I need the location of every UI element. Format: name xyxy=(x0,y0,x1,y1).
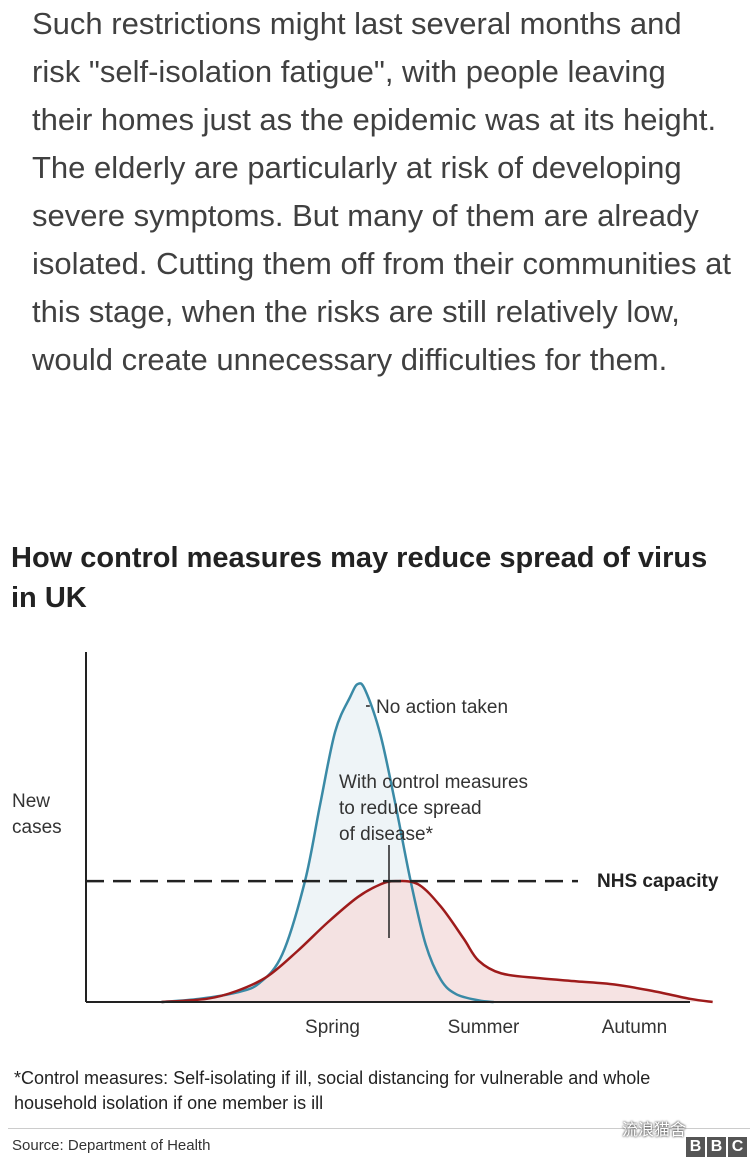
chart-source: Source: Department of Health xyxy=(12,1137,211,1154)
x-tick-label: Summer xyxy=(448,1017,520,1038)
series-area-1 xyxy=(161,881,713,1002)
annotation-control-measures-line: With control measures xyxy=(339,772,528,793)
y-axis-label-line: New xyxy=(12,791,50,812)
divider xyxy=(8,1128,750,1129)
chart-svg: New cases NHS capacity No action taken With … xyxy=(12,652,719,1038)
y-axis-label-line: cases xyxy=(12,817,62,838)
bbc-logo-letter: C xyxy=(728,1137,747,1157)
annotation-control-measures-line: of disease* xyxy=(339,824,434,845)
chart-title: How control measures may reduce spread o… xyxy=(11,542,708,614)
x-tick-label: Spring xyxy=(305,1017,360,1038)
bbc-logo-letter: B xyxy=(707,1137,726,1157)
series-line-0 xyxy=(161,682,494,1004)
bbc-logo: B B C xyxy=(686,1137,747,1157)
annotation-control-measures-line: to reduce spread xyxy=(339,798,482,819)
bbc-logo-letter: B xyxy=(686,1137,705,1157)
chart-footnote: *Control measures: Self-isolating if ill… xyxy=(14,1068,651,1113)
x-tick-label: Autumn xyxy=(602,1017,667,1038)
article-text: Such restrictions might last several mon… xyxy=(32,0,732,384)
series-line-1 xyxy=(161,879,713,1004)
annotation-no-action: No action taken xyxy=(376,697,508,718)
nhs-capacity-label: NHS capacity xyxy=(597,871,719,892)
article-paragraph: Such restrictions might last several mon… xyxy=(32,6,731,377)
watermark-text: 流浪猫舍 xyxy=(622,1120,687,1139)
